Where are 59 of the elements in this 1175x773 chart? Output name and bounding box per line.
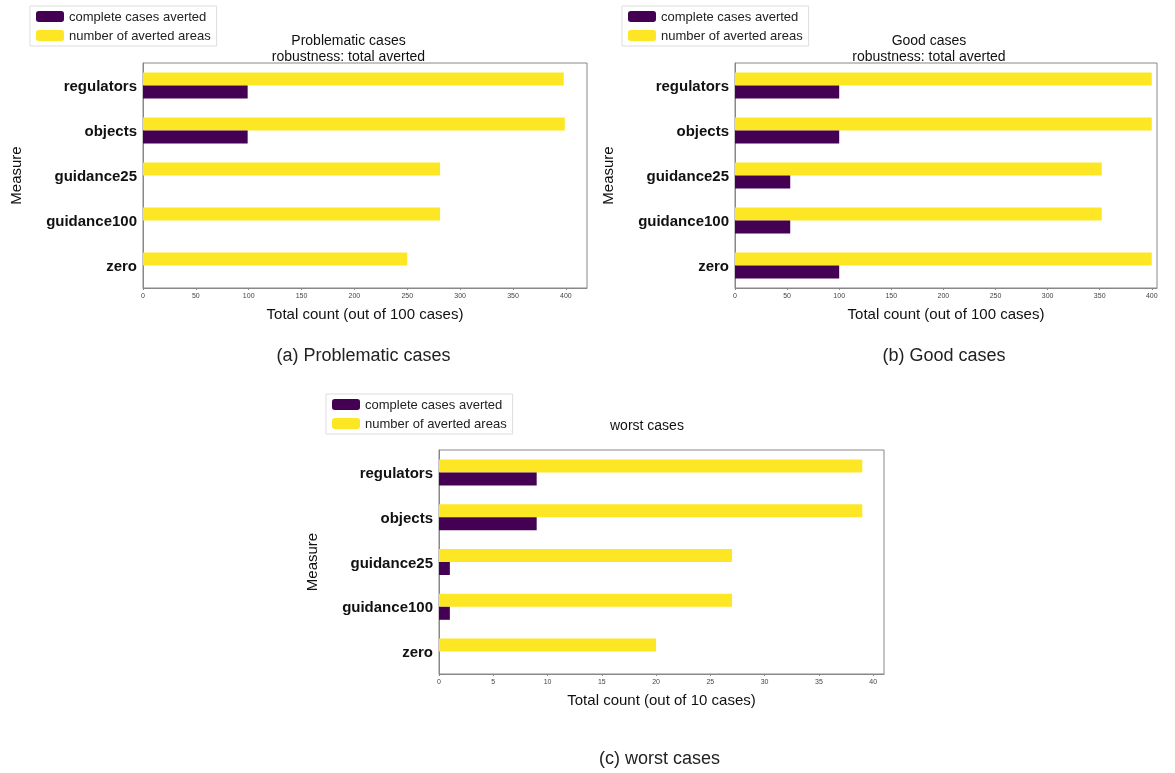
y-tick-label: guidance100: [342, 598, 433, 616]
text: (c) worst cases: [598, 748, 721, 769]
y-tick-label: objects: [84, 122, 137, 139]
y-axis-title: Measure: [7, 146, 24, 205]
text: (a) Problematic cases: [276, 345, 451, 366]
text: (b) Good cases: [882, 345, 1006, 366]
bar: [735, 252, 1152, 266]
y-tick-label: guidance100: [46, 212, 137, 229]
y-tick-label: zero: [698, 257, 729, 274]
bar: [143, 252, 408, 266]
y-axis-title: Measure: [599, 146, 616, 205]
y-tick-label: regulators: [359, 463, 433, 481]
y-tick-label: regulators: [63, 77, 137, 94]
bar: [439, 459, 863, 473]
legend-label: complete cases averted: [365, 397, 503, 412]
x-axis-title: Total count (out of 100 cases): [266, 305, 464, 322]
bar: [735, 130, 840, 144]
chart-title: Problematic cases robustness: total averted: [271, 32, 426, 64]
chart-title: worst cases: [609, 417, 684, 433]
bar: [143, 130, 248, 144]
legend-label: complete cases averted: [661, 9, 799, 24]
bar: [735, 162, 1102, 176]
bar: [143, 207, 441, 221]
y-tick-label: guidance25: [646, 167, 729, 184]
bar: [439, 504, 863, 518]
legend-label: number of averted areas: [69, 28, 212, 43]
bar: [439, 593, 733, 607]
x-axis-title: Total count (out of 100 cases): [847, 305, 1045, 322]
bar: [439, 562, 450, 575]
bar: [735, 220, 791, 234]
bar: [439, 606, 450, 620]
legend-label: number of averted areas: [661, 28, 804, 43]
bar: [735, 175, 791, 189]
chart-title: Good cases robustness: total averted: [852, 32, 1006, 64]
y-tick-label: objects: [380, 508, 433, 526]
bar: [439, 638, 657, 652]
y-tick-label: guidance25: [350, 553, 433, 571]
bar: [439, 517, 537, 531]
bar: [735, 117, 1152, 131]
bar: [143, 117, 565, 131]
y-tick-label: regulators: [655, 77, 729, 94]
y-tick-label: guidance25: [54, 167, 137, 184]
bar: [735, 265, 840, 279]
bar: [439, 549, 733, 562]
legend-label: complete cases averted: [69, 9, 207, 24]
legend-label: number of averted areas: [365, 416, 508, 431]
y-tick-label: zero: [402, 643, 433, 661]
bar: [735, 72, 1152, 86]
bar: [143, 72, 564, 86]
bar: [735, 207, 1102, 221]
y-tick-label: guidance100: [638, 212, 729, 229]
y-axis-title: Measure: [303, 532, 320, 592]
bar: [143, 162, 441, 176]
x-axis-title: Total count (out of 10 cases): [567, 691, 756, 708]
y-tick-label: objects: [676, 122, 729, 139]
bar: [735, 85, 840, 99]
y-tick-label: zero: [106, 257, 137, 274]
bar: [143, 85, 248, 99]
bar: [439, 472, 537, 486]
